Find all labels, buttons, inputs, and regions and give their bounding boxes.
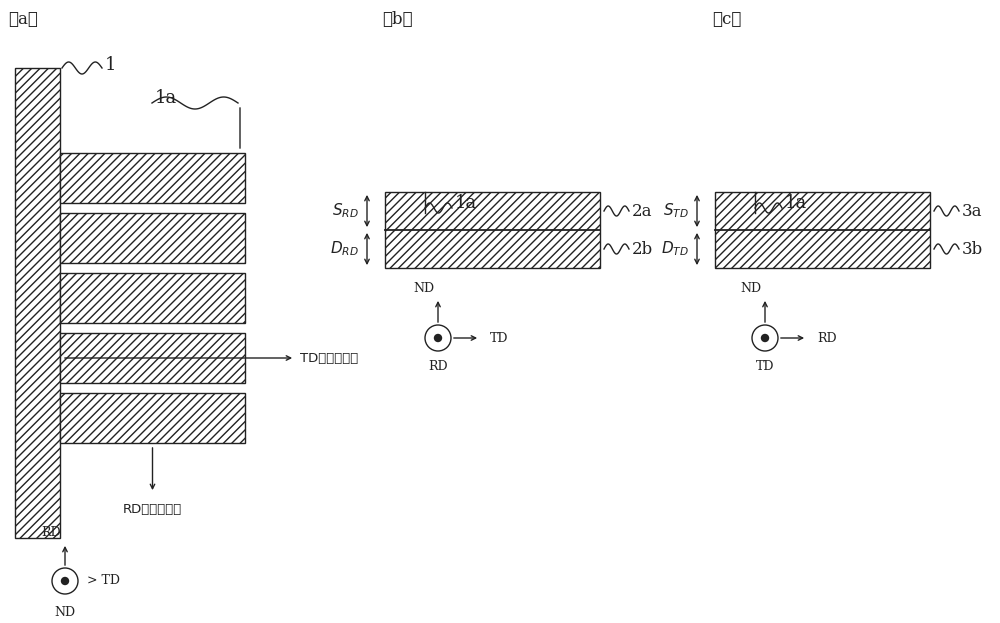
Text: ND: ND bbox=[54, 606, 76, 619]
Text: （a）: （a） bbox=[8, 11, 38, 28]
Text: TD面观察方向: TD面观察方向 bbox=[300, 351, 358, 364]
Text: $D_{TD}$: $D_{TD}$ bbox=[661, 240, 689, 259]
Circle shape bbox=[762, 335, 768, 341]
Bar bbox=[60, 333, 245, 383]
Text: 1a: 1a bbox=[785, 194, 807, 212]
Bar bbox=[715, 192, 930, 268]
Text: $D_{RD}$: $D_{RD}$ bbox=[330, 240, 359, 259]
Text: ND: ND bbox=[413, 282, 434, 295]
Bar bbox=[60, 213, 245, 263]
Text: 3b: 3b bbox=[962, 240, 983, 257]
Text: 3a: 3a bbox=[962, 202, 982, 219]
Text: $S_{RD}$: $S_{RD}$ bbox=[332, 202, 359, 221]
Text: 2b: 2b bbox=[632, 240, 653, 257]
Text: > TD: > TD bbox=[87, 574, 120, 587]
Text: RD: RD bbox=[428, 360, 448, 373]
Text: RD: RD bbox=[41, 526, 61, 540]
Bar bbox=[385, 192, 600, 268]
Text: ND: ND bbox=[740, 282, 761, 295]
Circle shape bbox=[62, 578, 68, 584]
Text: RD面观察方向: RD面观察方向 bbox=[123, 503, 182, 516]
Circle shape bbox=[434, 335, 442, 341]
Text: 1: 1 bbox=[105, 56, 116, 74]
Text: 2a: 2a bbox=[632, 202, 652, 219]
Text: $S_{TD}$: $S_{TD}$ bbox=[663, 202, 689, 221]
Bar bbox=[60, 273, 245, 323]
Text: （c）: （c） bbox=[712, 11, 741, 28]
Text: 1a: 1a bbox=[155, 89, 177, 107]
Bar bbox=[15, 68, 60, 538]
Text: TD: TD bbox=[756, 360, 774, 373]
Text: TD: TD bbox=[490, 331, 509, 345]
Bar bbox=[60, 153, 245, 203]
Text: RD: RD bbox=[817, 331, 837, 345]
Text: （b）: （b） bbox=[382, 11, 413, 28]
Text: 1a: 1a bbox=[455, 194, 477, 212]
Bar bbox=[60, 393, 245, 443]
